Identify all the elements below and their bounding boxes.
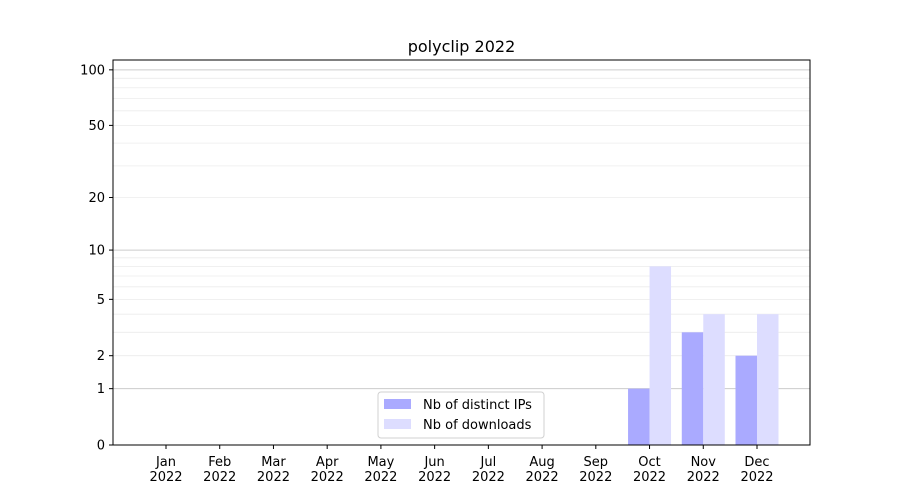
y-tick-label: 1 <box>97 382 105 397</box>
y-tick-label: 10 <box>88 244 105 259</box>
y-tick-label: 5 <box>97 293 105 308</box>
x-tick-label: Sep 2022 <box>579 455 612 485</box>
chart-title: polyclip 2022 <box>408 37 516 56</box>
x-tick-label: Mar 2022 <box>257 455 290 485</box>
x-tick-label: Jun 2022 <box>418 455 451 485</box>
x-tick-label: Apr 2022 <box>311 455 344 485</box>
bar-distinct-ips <box>735 355 757 445</box>
x-tick-label: Aug 2022 <box>526 455 559 485</box>
legend-label: Nb of distinct IPs <box>423 398 532 413</box>
legend-swatch <box>384 399 411 409</box>
y-tick-label: 0 <box>97 439 105 454</box>
x-tick-label: Jan 2022 <box>149 455 182 485</box>
y-tick-label: 20 <box>88 191 105 206</box>
bar-downloads <box>649 266 672 445</box>
x-tick-label: Nov 2022 <box>687 455 720 485</box>
x-tick-label: Dec 2022 <box>740 455 773 485</box>
x-tick-label: May 2022 <box>364 455 397 485</box>
bar-downloads <box>757 314 779 445</box>
y-tick-label: 100 <box>80 63 105 78</box>
bar-downloads <box>703 314 725 445</box>
legend: Nb of distinct IPs Nb of downloads <box>377 391 545 439</box>
x-tick-label: Jul 2022 <box>472 455 505 485</box>
plot-frame <box>112 59 811 446</box>
x-tick-label: Feb 2022 <box>203 455 236 485</box>
bar-distinct-ips <box>681 332 704 445</box>
bar-distinct-ips <box>628 388 650 445</box>
x-tick-label: Oct 2022 <box>633 455 666 485</box>
y-tick-label: 2 <box>97 349 105 364</box>
legend-swatch <box>384 419 411 429</box>
legend-label: Nb of downloads <box>423 418 532 433</box>
y-tick-label: 50 <box>88 119 105 134</box>
legend-box <box>377 391 545 439</box>
